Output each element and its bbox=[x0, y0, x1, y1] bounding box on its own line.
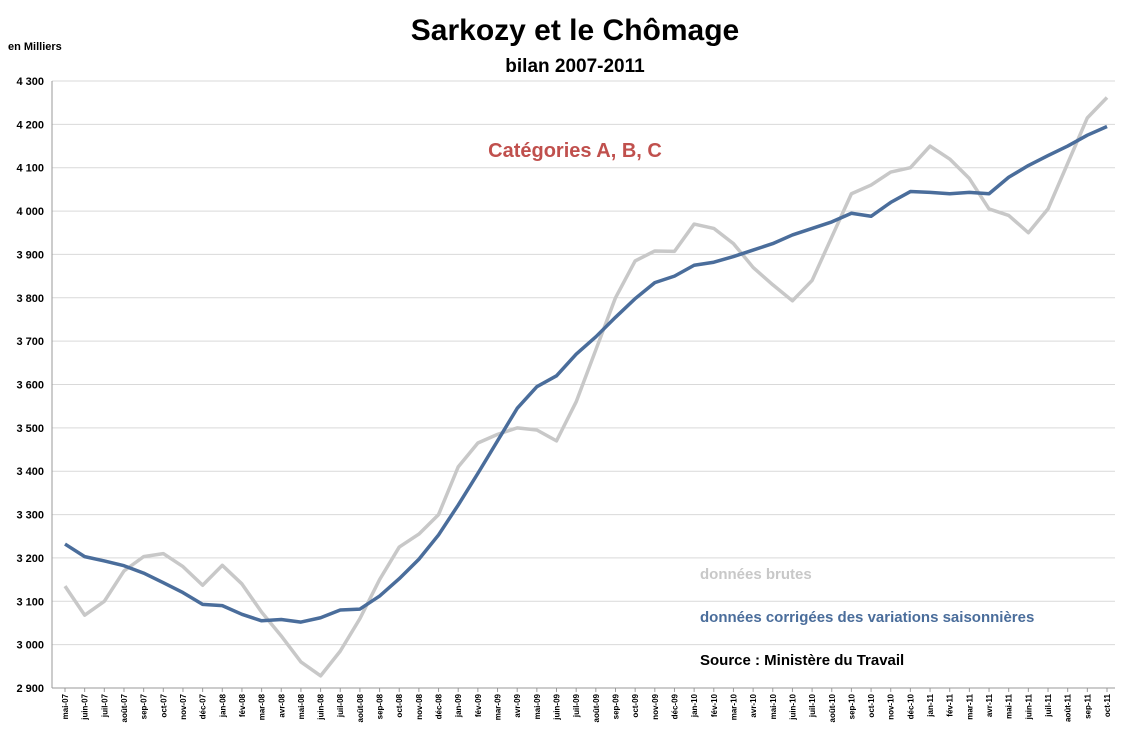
y-tick-label: 3 500 bbox=[16, 423, 44, 435]
x-tick-label: août-11 bbox=[1064, 693, 1073, 722]
x-tick-label: oct-10 bbox=[867, 693, 876, 717]
y-tick-label: 3 700 bbox=[16, 336, 44, 348]
y-tick-label: 4 100 bbox=[16, 163, 44, 175]
x-tick-label: jan-09 bbox=[454, 693, 463, 718]
y-tick-label: 3 400 bbox=[16, 466, 44, 478]
annotation: Catégories A, B, C bbox=[488, 140, 662, 162]
y-tick-label: 3 600 bbox=[16, 380, 44, 392]
x-tick-label: juil-10 bbox=[808, 693, 817, 718]
series-line bbox=[64, 124, 1108, 624]
x-tick-label: déc-09 bbox=[670, 693, 679, 719]
y-tick-label: 2 900 bbox=[16, 683, 44, 695]
y-tick-label: 4 300 bbox=[16, 76, 44, 88]
x-tick-label: nov-07 bbox=[179, 693, 188, 719]
x-tick-label: sep-07 bbox=[140, 693, 149, 719]
x-tick-label: oct-07 bbox=[159, 693, 168, 717]
x-tick-label: fév-10 bbox=[710, 693, 719, 717]
x-tick-label: sep-11 bbox=[1083, 693, 1092, 718]
x-tick-label: août-09 bbox=[592, 693, 601, 722]
legend-label: données brutes bbox=[700, 566, 812, 583]
x-tick-label: fév-08 bbox=[238, 693, 247, 717]
x-tick-label: juil-08 bbox=[336, 693, 345, 718]
x-tick-label: avr-11 bbox=[985, 693, 994, 717]
chart-subtitle: bilan 2007-2011 bbox=[505, 56, 645, 77]
x-tick-label: août-08 bbox=[356, 693, 365, 722]
x-tick-label: déc-08 bbox=[435, 693, 444, 719]
x-tick-label: mar-08 bbox=[258, 693, 267, 720]
legend-label: données corrigées des variations saisonn… bbox=[700, 609, 1034, 626]
x-tick-label: sep-09 bbox=[611, 693, 620, 719]
x-tick-label: nov-08 bbox=[415, 693, 424, 719]
x-tick-label: mai-09 bbox=[533, 693, 542, 719]
x-tick-label: juil-07 bbox=[100, 693, 109, 718]
y-tick-label: 3 200 bbox=[16, 553, 44, 565]
x-tick-label: juin-11 bbox=[1024, 693, 1033, 720]
x-tick-label: sep-10 bbox=[847, 693, 856, 719]
y-tick-label: 3 800 bbox=[16, 293, 44, 305]
source-note: Source : Ministère du Travail bbox=[700, 652, 904, 669]
x-tick-label: oct-11 bbox=[1103, 693, 1112, 717]
x-tick-label: nov-09 bbox=[651, 693, 660, 719]
y-tick-label: 3 100 bbox=[16, 596, 44, 608]
x-tick-label: avr-09 bbox=[513, 693, 522, 717]
x-tick-label: mai-10 bbox=[769, 693, 778, 719]
x-tick-label: mar-11 bbox=[965, 693, 974, 719]
chart-title: Sarkozy et le Chômage bbox=[411, 14, 739, 47]
x-tick-label: jan-08 bbox=[218, 693, 227, 718]
x-tick-label: juil-11 bbox=[1044, 693, 1053, 717]
x-tick-label: juin-09 bbox=[553, 693, 562, 720]
y-tick-label: 4 000 bbox=[16, 206, 44, 218]
y-tick-label: 3 900 bbox=[16, 249, 44, 261]
x-tick-label: juil-09 bbox=[572, 693, 581, 718]
x-tick-label: mar-10 bbox=[729, 693, 738, 720]
x-tick-label: août-07 bbox=[120, 693, 129, 722]
x-tick-label: oct-08 bbox=[395, 693, 404, 717]
x-tick-label: jan-11 bbox=[926, 693, 935, 717]
x-tick-label: fév-11 bbox=[946, 693, 955, 716]
y-tick-label: 4 200 bbox=[16, 119, 44, 131]
x-tick-label: avr-08 bbox=[277, 693, 286, 717]
x-tick-label: mai-07 bbox=[61, 693, 70, 719]
x-tick-label: mai-11 bbox=[1005, 693, 1014, 718]
x-tick-label: mar-09 bbox=[494, 693, 503, 720]
x-tick-label: avr-10 bbox=[749, 693, 758, 717]
x-tick-label: déc-10 bbox=[906, 693, 915, 719]
y-axis-label: en Milliers bbox=[8, 41, 62, 53]
x-tick-label: déc-07 bbox=[199, 693, 208, 719]
x-tick-label: juin-08 bbox=[317, 693, 326, 720]
y-tick-label: 3 300 bbox=[16, 510, 44, 522]
x-tick-label: août-10 bbox=[828, 693, 837, 722]
x-tick-label: jan-10 bbox=[690, 693, 699, 718]
x-tick-label: mai-08 bbox=[297, 693, 306, 719]
x-tick-label: oct-09 bbox=[631, 693, 640, 717]
x-tick-label: juin-10 bbox=[788, 693, 797, 720]
x-tick-label: nov-10 bbox=[887, 693, 896, 719]
y-tick-label: 3 000 bbox=[16, 640, 44, 652]
x-tick-label: juin-07 bbox=[81, 693, 90, 720]
series-line bbox=[63, 96, 1109, 678]
x-tick-label: fév-09 bbox=[474, 693, 483, 717]
x-tick-label: sep-08 bbox=[376, 693, 385, 719]
